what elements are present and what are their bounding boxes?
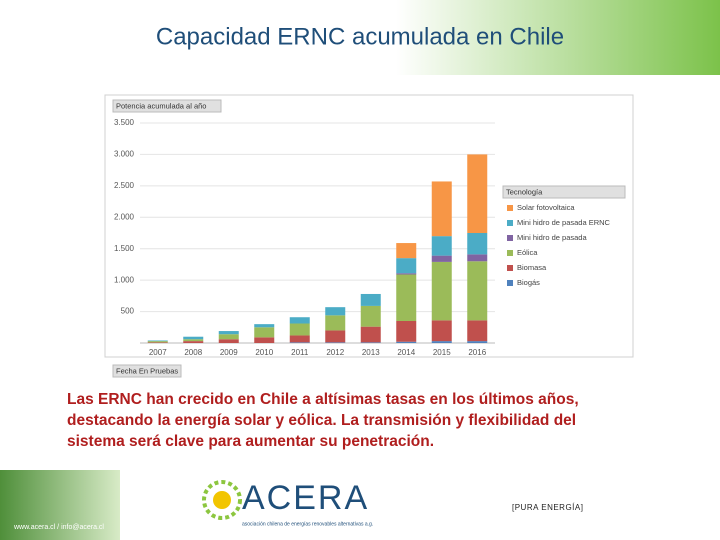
- legend-swatch: [507, 280, 513, 286]
- bar-segment: [467, 154, 488, 233]
- bar-segment: [396, 258, 417, 274]
- bar-segment: [467, 254, 488, 262]
- bar-segment: [289, 317, 310, 324]
- bar-segment: [218, 339, 239, 343]
- legend-label: Mini hidro de pasada ERNC: [517, 218, 611, 227]
- bar-segment: [431, 341, 452, 343]
- bar-segment: [431, 255, 452, 262]
- x-tick-label: 2014: [397, 348, 415, 357]
- caption-line: destacando la energía solar y eólica. La…: [67, 412, 576, 429]
- field-button: [112, 99, 222, 113]
- x-tick-label: 2012: [326, 348, 344, 357]
- bar-segment: [325, 342, 346, 343]
- x-tick-label: 2010: [255, 348, 273, 357]
- bar-segment: [325, 307, 346, 316]
- bar-segment: [218, 331, 239, 335]
- footer-image: [0, 470, 120, 540]
- footer-slogan: [PURA ENERGÍA]: [512, 503, 583, 512]
- bar-segment: [431, 320, 452, 342]
- legend-swatch: [507, 220, 513, 226]
- y-tick-label: 500: [121, 307, 135, 316]
- x-tick-label: 2015: [433, 348, 451, 357]
- legend-title: Tecnología: [506, 187, 543, 196]
- bar-segment: [254, 327, 275, 338]
- bar-segment: [431, 236, 452, 256]
- caption-line: sistema será clave para aumentar su pene…: [67, 433, 434, 450]
- y-tick-label: 1.000: [114, 275, 135, 284]
- bar-segment: [431, 261, 452, 321]
- caption: Las ERNC han crecido en Chile a altísima…: [67, 391, 579, 450]
- bar-segment: [254, 337, 275, 343]
- x-tick-label: 2008: [184, 348, 202, 357]
- y-tick-label: 2.500: [114, 181, 135, 190]
- bar-segment: [147, 342, 168, 343]
- bar-segment: [396, 321, 417, 342]
- y-tick-label: 2.000: [114, 212, 135, 221]
- x-tick-label: 2013: [362, 348, 380, 357]
- y-tick-label: 3.500: [114, 118, 135, 127]
- bar-segment: [289, 335, 310, 343]
- footer-contact: www.acera.cl / info@acera.cl: [13, 524, 104, 531]
- legend-label: Biomasa: [517, 263, 547, 272]
- bar-segment: [396, 273, 417, 275]
- bar-segment: [289, 342, 310, 343]
- x-tick-label: 2016: [468, 348, 486, 357]
- bar-segment: [147, 341, 168, 343]
- field-label: Potencia acumulada al año: [116, 101, 206, 110]
- y-tick-label: 3.000: [114, 150, 135, 159]
- bar-segment: [254, 324, 275, 328]
- bar-segment: [360, 293, 381, 306]
- legend-swatch: [507, 205, 513, 211]
- bar-segment: [396, 341, 417, 343]
- caption-line: Las ERNC han crecido en Chile a altísima…: [67, 391, 579, 408]
- bar-segment: [431, 181, 452, 237]
- field-button: [502, 185, 626, 199]
- acera-logo: [202, 480, 242, 520]
- legend-label: Biogás: [517, 278, 540, 287]
- field-button: [112, 364, 182, 378]
- legend-label: Solar fotovoltaica: [517, 203, 575, 212]
- bar-segment: [183, 339, 204, 342]
- bar-segment: [360, 342, 381, 343]
- field-label: Fecha En Pruebas: [116, 366, 178, 375]
- bar-segment: [360, 326, 381, 343]
- bar-segment: [467, 341, 488, 343]
- bar-segment: [325, 330, 346, 343]
- bar-segment: [289, 323, 310, 336]
- bar-segment: [360, 305, 381, 327]
- legend-swatch: [507, 250, 513, 256]
- bar-segment: [467, 233, 488, 255]
- slide-title: Capacidad ERNC acumulada en Chile: [156, 23, 564, 50]
- bar-segment: [147, 340, 168, 342]
- bar-segment: [218, 334, 239, 340]
- legend-swatch: [507, 235, 513, 241]
- x-tick-label: 2009: [220, 348, 238, 357]
- y-tick-label: 1.500: [114, 244, 135, 253]
- x-tick-label: 2007: [149, 348, 167, 357]
- legend-label: Eólica: [517, 248, 538, 257]
- bar-segment: [396, 274, 417, 321]
- legend-swatch: [507, 265, 513, 271]
- footer-tagline: asociación chilena de energías renovable…: [242, 521, 373, 527]
- bar-segment: [467, 261, 488, 321]
- x-tick-label: 2011: [291, 348, 309, 357]
- bar-segment: [183, 341, 204, 343]
- bar-segment: [325, 315, 346, 331]
- bar-segment: [467, 320, 488, 342]
- footer-brand: ACERA: [242, 479, 369, 517]
- bar-segment: [396, 243, 417, 259]
- title-band: [0, 0, 720, 75]
- legend-label: Mini hidro de pasada: [517, 233, 587, 242]
- bar-segment: [183, 336, 204, 340]
